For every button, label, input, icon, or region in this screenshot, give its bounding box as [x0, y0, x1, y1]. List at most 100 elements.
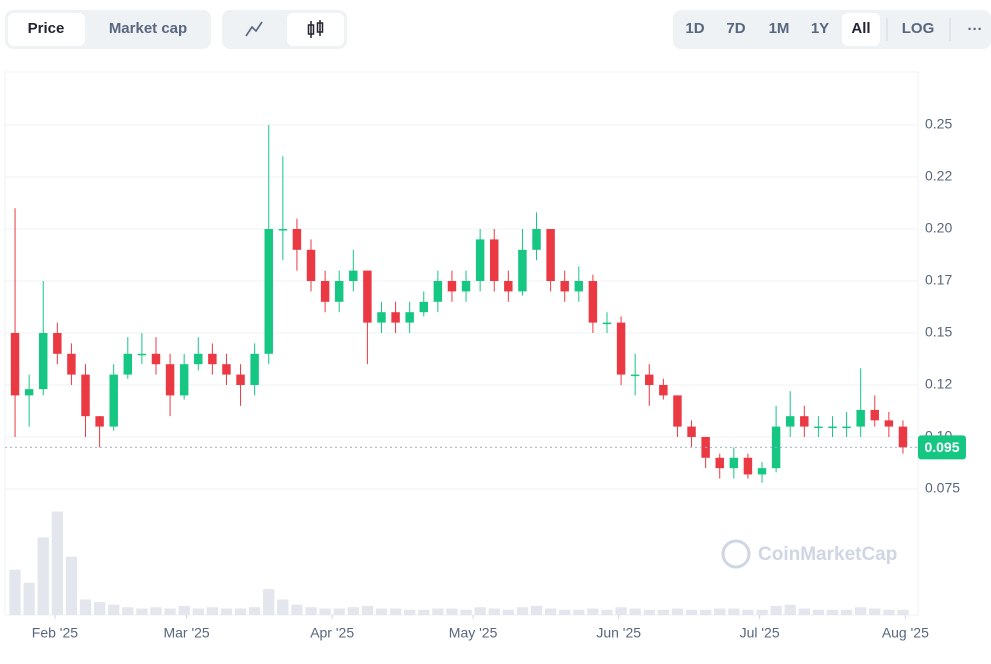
x-tick-label: May '25	[449, 625, 498, 641]
volume-bar	[37, 537, 49, 615]
range-all[interactable]: All	[851, 20, 870, 37]
x-tick-label: Jun '25	[596, 625, 641, 641]
volume-bar	[840, 609, 853, 615]
candle-body	[490, 239, 499, 282]
candle-body	[405, 312, 414, 323]
volume-bar	[192, 608, 204, 615]
range-1y[interactable]: 1Y	[811, 20, 829, 37]
candle-body	[588, 281, 598, 323]
more-button[interactable]: ···	[968, 21, 983, 38]
candle-body	[292, 229, 302, 250]
volume-bar	[629, 608, 641, 615]
volume-bar	[798, 608, 810, 615]
volume-bar	[516, 607, 529, 615]
candle-body	[264, 229, 273, 354]
tab-market-cap[interactable]: Market cap	[109, 20, 187, 37]
volume-bar	[79, 599, 92, 615]
volume-bar	[530, 605, 543, 615]
volume-bar	[9, 569, 21, 615]
candle-body	[518, 249, 527, 292]
volume-bar	[319, 608, 331, 615]
volume-bar	[460, 609, 472, 615]
candle-body	[236, 374, 245, 385]
candle-body	[179, 364, 189, 396]
x-tick-label: Mar '25	[163, 625, 209, 641]
candle-body	[842, 426, 851, 429]
volume-bar	[446, 608, 458, 615]
candle-body	[81, 374, 90, 417]
range-group	[673, 10, 991, 49]
candle-body	[715, 457, 724, 469]
x-tick-label: Apr '25	[310, 625, 354, 641]
candle-body	[10, 332, 20, 396]
candle-selected-bg[interactable]	[287, 13, 344, 46]
volume-bar	[897, 609, 909, 615]
volume-bar	[615, 607, 627, 615]
candle-body	[729, 457, 739, 469]
range-7d[interactable]: 7D	[726, 20, 745, 37]
candle-body	[67, 353, 76, 375]
volume-bar	[714, 608, 726, 615]
volume-bar	[728, 608, 740, 615]
volume-bar	[488, 608, 500, 615]
candle-body	[645, 374, 654, 385]
volume-bar	[432, 608, 444, 615]
volume-bar	[742, 609, 754, 615]
volume-bar	[869, 608, 881, 615]
candle-body	[814, 426, 823, 429]
candle-body	[39, 332, 48, 390]
tab-price[interactable]: Price	[28, 20, 65, 37]
y-tick-label: 0.25	[925, 116, 952, 132]
candle-body	[391, 312, 400, 323]
volume-bar	[573, 609, 585, 615]
candle-body	[870, 409, 879, 421]
x-tick-label: Feb '25	[32, 625, 78, 641]
volume-bar	[685, 609, 698, 615]
volume-bar	[249, 607, 261, 615]
candle-body	[222, 364, 231, 375]
candle-body	[377, 312, 386, 323]
candle-body	[137, 353, 147, 356]
candle-body	[419, 301, 428, 313]
range-1d[interactable]: 1D	[685, 20, 704, 37]
volume-bar	[291, 604, 303, 615]
range-1m[interactable]: 1M	[769, 20, 790, 37]
candle-body	[673, 395, 682, 427]
candle-body	[532, 229, 541, 250]
volume-bar	[108, 604, 120, 615]
volume-bar	[657, 609, 669, 615]
candle-body	[856, 409, 865, 427]
volume-bar	[65, 556, 78, 615]
candle-body	[109, 374, 118, 427]
volume-bar	[23, 582, 35, 615]
volume-bar	[404, 609, 416, 615]
volume-bar	[855, 607, 867, 615]
volume-bar	[544, 608, 557, 615]
candle-body	[250, 353, 259, 385]
candle-body	[320, 281, 330, 302]
volume-bar	[587, 608, 599, 615]
tab-selected-bg	[8, 13, 85, 46]
last-price-tag	[918, 435, 966, 460]
candle-body	[687, 426, 696, 437]
volume-bar	[671, 608, 684, 615]
candle-body	[574, 281, 584, 292]
candle-body	[123, 353, 133, 375]
candle-body	[95, 416, 104, 427]
volume-bar	[770, 605, 782, 615]
candle-body	[800, 416, 809, 427]
volume-bar	[178, 605, 190, 615]
y-tick-label: 0.17	[925, 272, 952, 288]
log-toggle[interactable]: LOG	[902, 20, 935, 37]
volume-bar	[305, 607, 317, 615]
volume-bar	[559, 609, 571, 615]
candle-body	[24, 389, 34, 396]
y-tick-label: 0.15	[925, 324, 952, 340]
volume-bar	[784, 604, 796, 615]
y-tick-label: 0.20	[925, 220, 952, 236]
volume-bar	[51, 511, 63, 615]
y-tick-label: 0.075	[925, 480, 960, 496]
volume-bar	[883, 609, 895, 615]
line-icon[interactable]	[245, 21, 263, 37]
volume-bar	[277, 599, 289, 615]
